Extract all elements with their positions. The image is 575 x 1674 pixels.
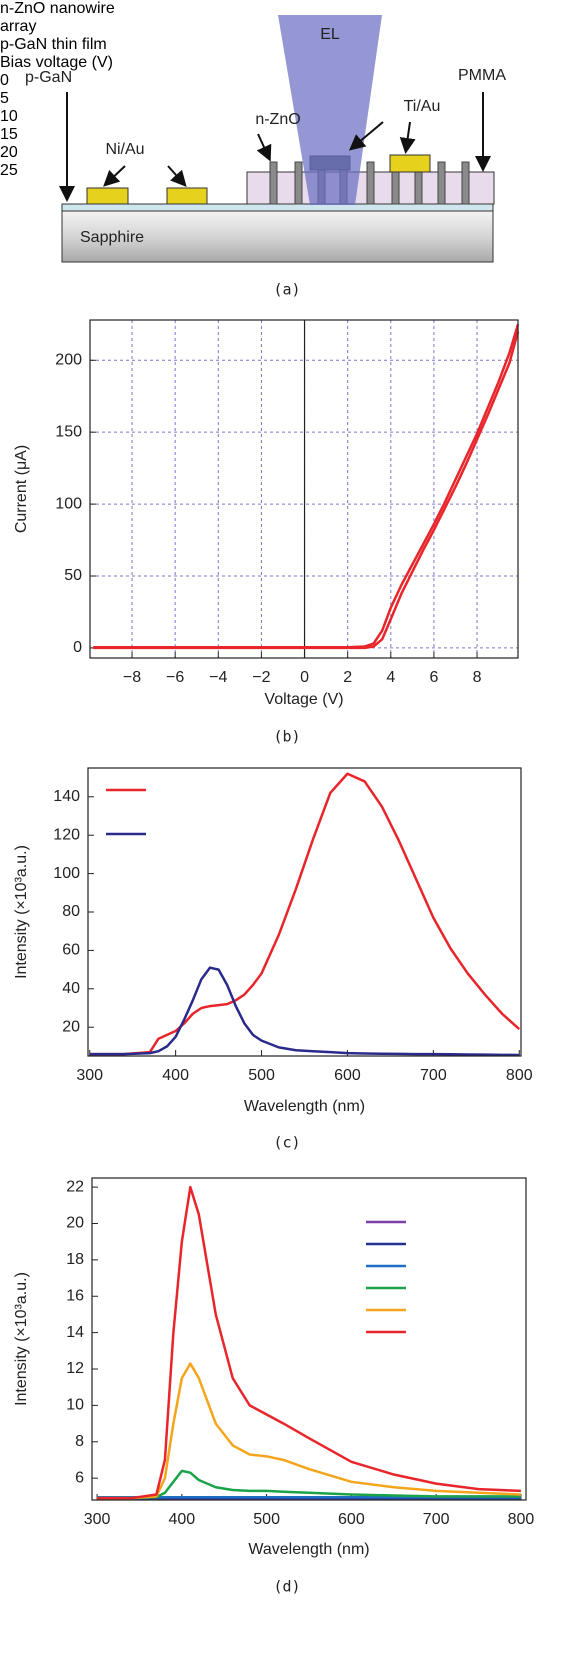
y-tick-label: 20: [62, 1018, 80, 1035]
caption: (a): [273, 281, 300, 299]
x-axis-label: Voltage (V): [264, 691, 343, 708]
chart: −8 −6 −4 −2 0 2 4 6 8 0 50 100 150 200 Voltage (V) Curr…: [13, 319, 520, 746]
x-tick-label: 600: [338, 1511, 365, 1528]
x-tick-label: 500: [248, 1067, 275, 1084]
x-tick-label: 0: [300, 669, 309, 686]
caption: (d): [273, 1578, 300, 1596]
y-tick-label: 50: [64, 567, 82, 584]
y-tick-label: 100: [53, 865, 80, 882]
data-line: [97, 1362, 521, 1500]
data-line: [93, 323, 520, 649]
x-tick-label: 300: [76, 1067, 103, 1084]
legend-label: 15: [0, 126, 18, 143]
y-axis-label: Current (μA): [13, 445, 30, 533]
plot-frame: [89, 319, 519, 659]
y-tick-label: 8: [75, 1433, 84, 1450]
arrows: [59, 92, 491, 202]
x-tick-label: −4: [209, 669, 227, 686]
y-tick-label: 100: [55, 495, 82, 512]
ni-au-pad: [86, 187, 129, 205]
caption: (c): [273, 1134, 300, 1152]
y-tick-label: 0: [73, 639, 82, 656]
y-axis-label: Intensity (×10³a.u.): [13, 1272, 30, 1406]
y-tick-label: 14: [66, 1324, 84, 1341]
y-tick-label: 140: [53, 788, 80, 805]
label: p-GaN: [25, 69, 72, 86]
data-line: [97, 1185, 521, 1500]
plot-frame: [87, 767, 522, 1057]
label: PMMA: [458, 67, 506, 84]
y-tick-label: 20: [66, 1215, 84, 1232]
x-tick-label: 800: [508, 1511, 535, 1528]
x-tick-label: 4: [386, 669, 395, 686]
legend-label: 5: [0, 90, 9, 107]
data-line: [97, 1469, 521, 1500]
y-tick-label: 12: [66, 1360, 84, 1377]
device-diagram: EL p-GaN Ni/Au n-ZnO Ti/Au PMMA Sapphire…: [25, 15, 506, 299]
x-tick-label: 400: [169, 1511, 196, 1528]
legend-label: p-GaN thin film: [0, 36, 107, 53]
x-tick-label: −8: [123, 669, 141, 686]
y-tick-label: 10: [66, 1397, 84, 1414]
label: Ni/Au: [105, 141, 144, 158]
label: Ti/Au: [404, 98, 441, 115]
y-tick-label: 40: [62, 980, 80, 997]
nanowires: [269, 161, 470, 205]
legend-label: 10: [0, 108, 18, 125]
x-tick-label: 8: [473, 669, 482, 686]
label: Sapphire: [80, 229, 144, 246]
x-tick-label: 500: [253, 1511, 280, 1528]
legend-label: 0: [0, 72, 9, 89]
x-tick-label: 300: [84, 1511, 111, 1528]
beam-label: EL: [320, 26, 340, 43]
data-line: [89, 772, 521, 1056]
ni-au-pad: [166, 187, 208, 205]
y-tick-label: 16: [66, 1287, 84, 1304]
y-axis-label: Intensity (×10³a.u.): [13, 845, 30, 979]
y-tick-label: 22: [66, 1178, 84, 1195]
x-tick-label: 800: [506, 1067, 533, 1084]
plot-frame: [91, 1177, 527, 1501]
x-tick-label: −6: [166, 669, 184, 686]
legend-title: Bias voltage (V): [0, 54, 113, 71]
x-tick-label: 600: [334, 1067, 361, 1084]
y-tick-label: 120: [53, 826, 80, 843]
el-beam: [278, 15, 382, 205]
legend-label: n-ZnO nanowire array: [0, 0, 115, 35]
x-axis-label: Wavelength (nm): [244, 1098, 365, 1115]
sapphire-substrate: [61, 209, 494, 263]
label: n-ZnO: [255, 111, 300, 128]
x-tick-label: 400: [162, 1067, 189, 1084]
x-axis-label: Wavelength (nm): [248, 1541, 369, 1558]
legend-label: 25: [0, 162, 18, 179]
legend-label: 20: [0, 144, 18, 161]
y-tick-label: 6: [75, 1469, 84, 1486]
ti-au-pad: [389, 154, 431, 173]
data-line: [89, 966, 520, 1057]
x-tick-label: −2: [252, 669, 270, 686]
data-line: [93, 331, 520, 650]
x-tick-label: 2: [343, 669, 352, 686]
y-tick-label: 200: [55, 351, 82, 368]
y-tick-label: 80: [62, 903, 80, 920]
chart: 300 400 500 600 700 800 6 8 10 12 14 16 18 20 22 Wavele…: [13, 1177, 535, 1596]
caption: (b): [273, 728, 300, 746]
chart: 300 400 500 600 700 800 20 40 60 80 100 120 140 Wavel…: [13, 767, 533, 1152]
y-tick-label: 60: [62, 942, 80, 959]
x-tick-label: 6: [429, 669, 438, 686]
x-tick-label: 700: [423, 1511, 450, 1528]
p-gan-layer: [61, 203, 494, 212]
y-tick-label: 18: [66, 1251, 84, 1268]
y-tick-label: 150: [55, 423, 82, 440]
x-tick-label: 700: [420, 1067, 447, 1084]
